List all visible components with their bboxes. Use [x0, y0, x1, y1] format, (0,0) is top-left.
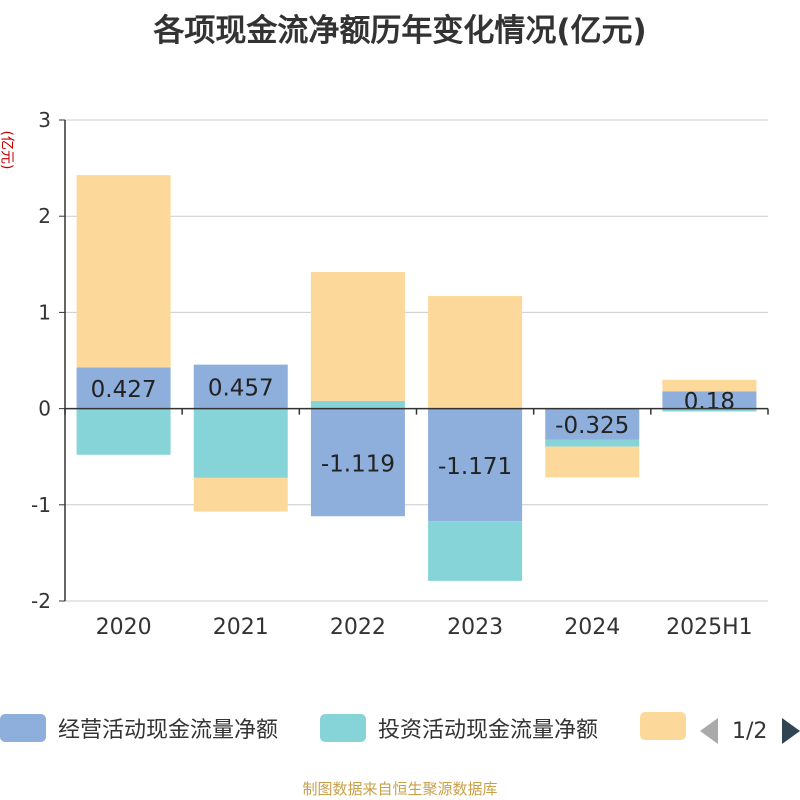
legend-label-operating: 经营活动现金流量净额: [58, 718, 279, 743]
legend-swatch-financing: [640, 712, 686, 740]
bar-segment: [545, 408, 640, 440]
next-page-icon[interactable]: [782, 718, 800, 744]
legend-item-financing[interactable]: [640, 712, 698, 740]
legend-label-investing: 投资活动现金流量净额: [378, 718, 599, 743]
x-tick-label: 2023: [447, 615, 503, 640]
data-label: 0.18: [684, 389, 735, 415]
data-label: 0.427: [91, 377, 157, 403]
x-tick-label: 2024: [564, 615, 620, 640]
data-label: -0.325: [555, 413, 629, 439]
bar-segment: [76, 367, 171, 409]
bar-segment: [662, 408, 757, 412]
legend-swatch-operating: [0, 714, 46, 742]
bar-segment: [193, 477, 288, 512]
bar-segment: [428, 408, 523, 522]
bar-segment: [662, 391, 757, 409]
bar-segment: [193, 408, 288, 478]
legend-item-investing[interactable]: 投资活动现金流量净额: [320, 712, 598, 744]
legend-pager: 1/2: [700, 707, 800, 747]
stacked-bar-chart: 3 2 1 0 -1 -2 0.427 0.457 -1.119 -1.171 -0.325 0.18…: [31, 108, 769, 640]
legend-item-operating[interactable]: 经营活动现金流量净额: [0, 712, 278, 744]
y-tick-label: -2: [31, 589, 51, 613]
x-tick-label: 2020: [96, 615, 152, 640]
bar-segment: [310, 400, 405, 409]
bar-segment: [310, 271, 405, 401]
y-tick-label: 3: [38, 108, 51, 132]
y-tick-label: 0: [38, 397, 51, 421]
bar-segment: [545, 439, 640, 447]
y-tick-label: 1: [38, 300, 51, 324]
data-label: -1.171: [438, 454, 512, 480]
bar-segment: [428, 296, 523, 409]
bar-segment: [545, 446, 640, 478]
bar-segment: [310, 408, 405, 517]
y-tick-label: -1: [31, 493, 51, 517]
prev-page-icon[interactable]: [700, 718, 718, 744]
page-indicator: 1/2: [732, 719, 768, 744]
chart-title: 各项现金流净额历年变化情况(亿元): [153, 13, 647, 49]
bar-segment: [662, 379, 757, 392]
bar-segment: [76, 175, 171, 368]
bar-segment: [76, 408, 171, 455]
x-tick-label: 2021: [213, 615, 269, 640]
x-tick-label: 2025H1: [666, 615, 753, 640]
data-label: 0.457: [208, 376, 274, 402]
bar-segment: [193, 364, 288, 409]
y-tick-label: 2: [38, 204, 51, 228]
bar-segment: [428, 521, 523, 581]
legend-swatch-investing: [320, 714, 366, 742]
source-note: 制图数据来自恒生聚源数据库: [302, 780, 498, 798]
data-label: -1.119: [321, 451, 395, 477]
x-tick-label: 2022: [330, 615, 386, 640]
